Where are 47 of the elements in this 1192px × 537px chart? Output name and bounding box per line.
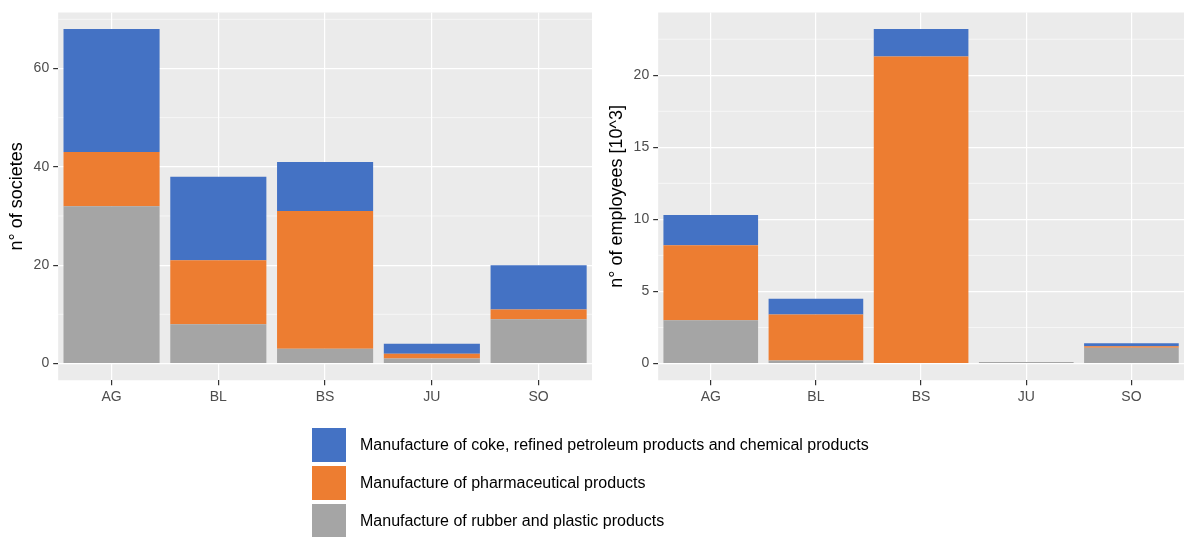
x-tick-label: BL <box>807 388 825 405</box>
bar <box>1084 347 1179 363</box>
x-tick-label: AG <box>700 388 721 405</box>
bar <box>490 265 587 310</box>
bar <box>383 358 480 363</box>
bar <box>170 324 267 363</box>
x-tick-label: JU <box>1017 388 1035 405</box>
x-tick-label: BS <box>315 388 335 405</box>
y-tick-label: 5 <box>641 282 650 299</box>
bar <box>663 215 759 246</box>
legend-label: Manufacture of rubber and plastic products <box>360 512 665 530</box>
bar <box>768 298 864 315</box>
bar <box>873 29 969 57</box>
x-tick-label: JU <box>423 388 441 405</box>
bar <box>277 161 374 212</box>
y-axis-title: n° of employees [10^3] <box>605 104 626 288</box>
bar <box>873 56 969 363</box>
y-axis-title: n° of societes <box>5 142 26 251</box>
bar <box>663 245 759 321</box>
bar <box>383 343 480 354</box>
y-tick-label: 15 <box>633 138 650 155</box>
y-tick-label: 20 <box>633 66 650 83</box>
bar <box>277 211 374 349</box>
y-tick-label: 20 <box>33 256 50 272</box>
y-tick-label: 0 <box>641 354 650 371</box>
y-tick-label: 0 <box>41 354 50 371</box>
bar <box>170 260 267 325</box>
bar <box>768 314 864 361</box>
bar <box>383 353 480 359</box>
bar <box>277 348 374 363</box>
bar <box>63 152 160 207</box>
bar <box>663 320 759 363</box>
x-tick-label: SO <box>1121 388 1142 405</box>
bar <box>170 176 267 261</box>
x-tick-label: SO <box>528 388 549 405</box>
legend-label: Manufacture of pharmaceutical products <box>360 474 646 492</box>
y-tick-label: 60 <box>33 59 50 76</box>
x-tick-label: AG <box>101 388 122 405</box>
x-tick-label: BL <box>209 388 228 405</box>
legend-label: Manufacture of coke, refined petroleum products and chemical products <box>360 436 869 454</box>
bar <box>490 309 587 320</box>
bar <box>63 206 160 363</box>
bar <box>490 319 587 363</box>
bar <box>63 29 160 153</box>
x-tick-label: BS <box>911 388 931 405</box>
y-tick-label: 40 <box>33 157 50 174</box>
y-tick-label: 10 <box>633 210 650 227</box>
